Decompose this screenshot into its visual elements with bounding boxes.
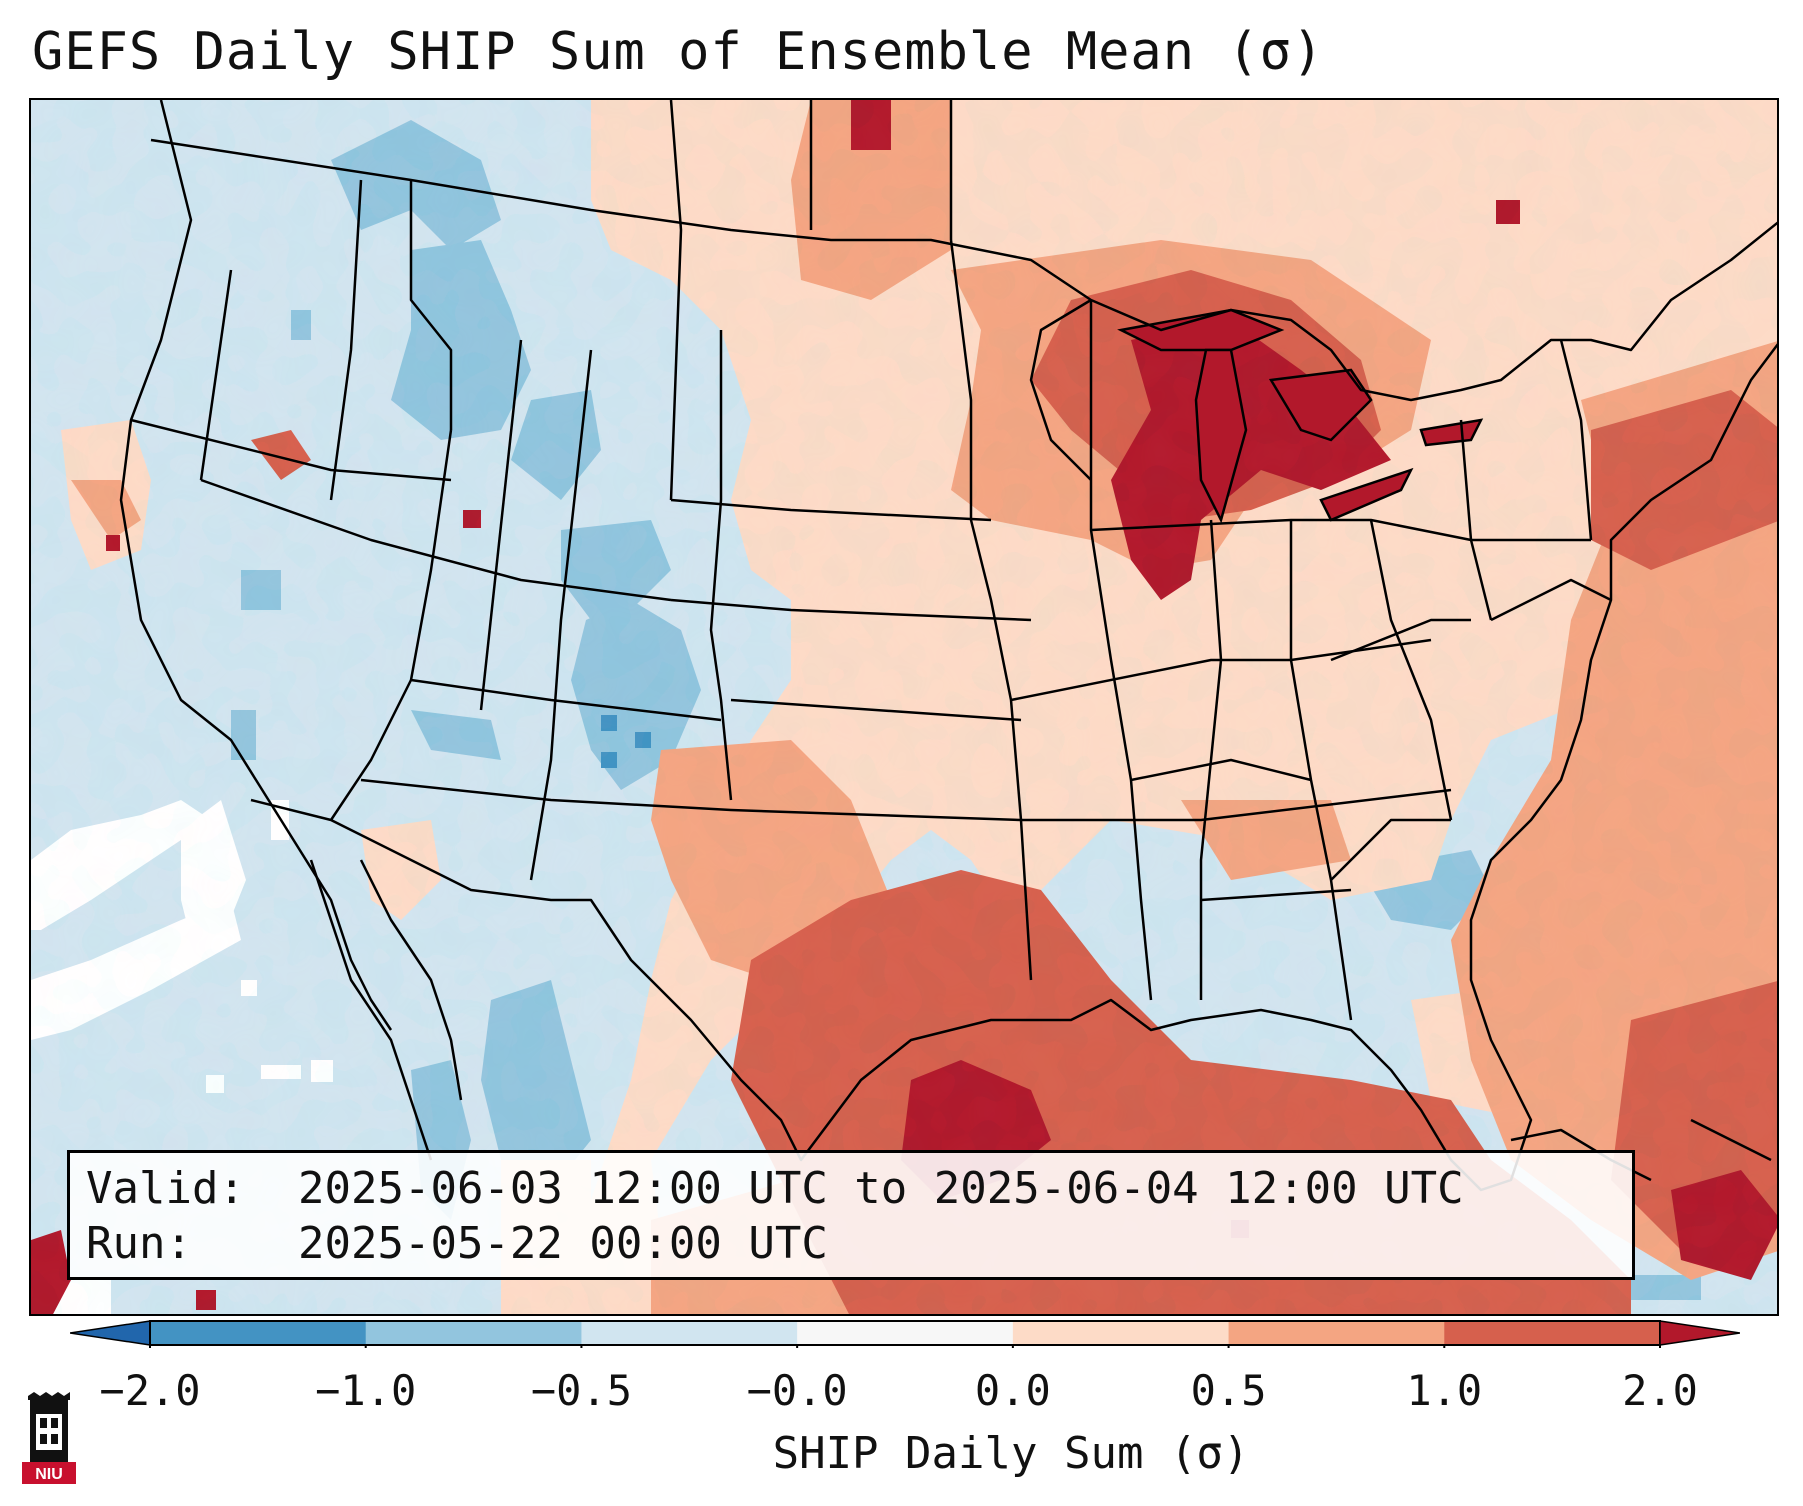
colorbar-tick-label: 0.0 bbox=[974, 1366, 1051, 1415]
valid-label: Valid: bbox=[86, 1163, 245, 1214]
lake-michigan bbox=[1194, 348, 1248, 524]
colorbar-over-triangle bbox=[1659, 1320, 1740, 1346]
colorbar-bin bbox=[581, 1321, 798, 1345]
logo-banner bbox=[22, 1462, 76, 1484]
colorbar-tick-label: 0.5 bbox=[1190, 1366, 1267, 1415]
anomaly-map[interactable] bbox=[31, 100, 1779, 1316]
valid-value: 2025-06-03 12:00 UTC to 2025-06-04 12:00… bbox=[298, 1163, 1464, 1214]
run-row: Run: 2025-05-22 00:00 UTC bbox=[86, 1216, 1616, 1271]
pacific-near-zero-region bbox=[31, 800, 333, 1314]
colorbar-tick-label: −2.0 bbox=[99, 1366, 201, 1415]
logo-tower-top bbox=[28, 1392, 70, 1400]
below-normal-region bbox=[231, 120, 1701, 1300]
colorbar-bin bbox=[1444, 1321, 1661, 1345]
colorbar-bin bbox=[1012, 1321, 1230, 1345]
colorbar-tick-label: 1.0 bbox=[1406, 1366, 1483, 1415]
colorbar-tick-label: −0.0 bbox=[746, 1366, 848, 1415]
colorbar-tick-label: −0.5 bbox=[530, 1366, 632, 1415]
colorbar-label: SHIP Daily Sum (σ) bbox=[772, 1428, 1250, 1479]
colorbar-bins bbox=[149, 1320, 1661, 1346]
map-title: GEFS Daily SHIP Sum of Ensemble Mean (σ) bbox=[32, 22, 1325, 82]
colorbar-tick-label: −1.0 bbox=[315, 1366, 417, 1415]
colorbar-under-triangle bbox=[70, 1320, 151, 1346]
valid-row: Valid: 2025-06-03 12:00 UTC to 2025-06-04… bbox=[86, 1161, 1616, 1216]
colorbar bbox=[70, 1320, 1740, 1348]
great-lakes bbox=[1117, 308, 1484, 524]
map-panel[interactable] bbox=[29, 98, 1779, 1316]
colorbar-bin bbox=[365, 1321, 582, 1345]
colorbar-bin bbox=[797, 1321, 1014, 1345]
lake-erie bbox=[1319, 467, 1414, 522]
info-box: Valid: 2025-06-03 12:00 UTC to 2025-06-04… bbox=[67, 1150, 1635, 1280]
run-label: Run: bbox=[86, 1218, 192, 1269]
colorbar-tickmarks bbox=[149, 1345, 1661, 1348]
colorbar-bin bbox=[150, 1321, 367, 1345]
run-value: 2025-05-22 00:00 UTC bbox=[298, 1218, 828, 1269]
well-below-normal-region bbox=[601, 715, 651, 768]
anomaly-field bbox=[31, 100, 1777, 1314]
colorbar-bin bbox=[1228, 1321, 1445, 1345]
lake-superior bbox=[1117, 308, 1285, 352]
niu-logo: NIU bbox=[22, 1392, 76, 1484]
logo-text: NIU bbox=[35, 1466, 63, 1483]
lake-huron bbox=[1268, 368, 1373, 442]
colorbar-tick-label: 2.0 bbox=[1622, 1366, 1698, 1415]
